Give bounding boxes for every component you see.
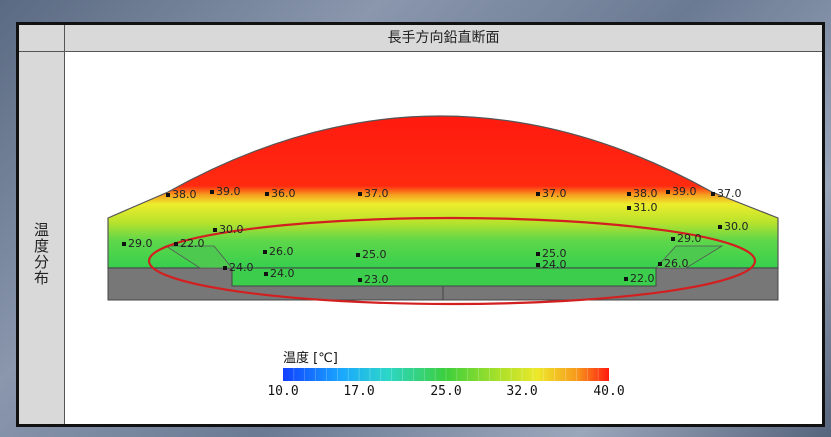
measurement-point: 38.0 — [166, 188, 197, 201]
point-marker — [356, 253, 360, 257]
point-marker — [536, 263, 540, 267]
measurement-point: 37.0 — [536, 187, 567, 200]
measurement-point: 39.0 — [210, 185, 241, 198]
point-label: 31.0 — [633, 201, 658, 214]
point-marker — [174, 242, 178, 246]
right-seating-stairs — [655, 245, 724, 269]
point-marker — [666, 190, 670, 194]
measurement-point: 26.0 — [658, 257, 689, 270]
header-corner-cell — [19, 25, 65, 51]
measurement-point: 30.0 — [718, 220, 749, 233]
point-marker — [627, 206, 631, 210]
floor-pit — [231, 267, 657, 287]
measurement-point: 24.0 — [223, 261, 254, 274]
point-marker — [536, 252, 540, 256]
point-label: 37.0 — [364, 187, 389, 200]
measurement-point: 25.0 — [356, 248, 387, 261]
measurement-point: 38.0 — [627, 187, 658, 200]
scale-tick-label: 17.0 — [343, 384, 374, 399]
color-scale-bar — [283, 368, 609, 381]
point-marker — [358, 278, 362, 282]
section-title: 長手方向鉛直断面 — [387, 30, 500, 46]
point-label: 25.0 — [542, 247, 567, 260]
point-marker — [265, 192, 269, 196]
measurement-point: 36.0 — [265, 187, 296, 200]
point-label: 23.0 — [364, 273, 389, 286]
point-label: 38.0 — [633, 187, 658, 200]
legend-title: 温度 [℃] — [283, 350, 338, 366]
point-label: 29.0 — [128, 237, 153, 250]
row-label: 温度分布 — [32, 222, 50, 286]
cross-section-fill — [107, 115, 779, 269]
side-column: 温度分布 — [19, 52, 65, 424]
measurement-point: 25.0 — [536, 247, 567, 260]
point-marker — [671, 237, 675, 241]
scale-tick-marks — [293, 368, 599, 381]
measurement-point: 26.0 — [263, 245, 294, 258]
measurement-point: 22.0 — [174, 237, 205, 250]
measurement-point: 30.0 — [213, 223, 244, 236]
point-label: 37.0 — [717, 187, 742, 200]
measurement-point: 29.0 — [671, 232, 702, 245]
point-label: 22.0 — [180, 237, 205, 250]
measurement-point: 29.0 — [122, 237, 153, 250]
left-seating-stairs — [164, 245, 233, 269]
point-label: 36.0 — [271, 187, 296, 200]
point-label: 22.0 — [630, 272, 655, 285]
point-label: 30.0 — [219, 223, 244, 236]
point-marker — [166, 193, 170, 197]
point-label: 26.0 — [269, 245, 294, 258]
measurement-points: 38.0 39.0 36.0 37.0 37.0 38.0 39.0 37.0 31.0 30.0… — [122, 185, 749, 286]
measurement-point: 31.0 — [627, 201, 658, 214]
highlight-ellipse — [147, 216, 757, 306]
measurement-point: 37.0 — [711, 187, 742, 200]
measurement-point: 22.0 — [624, 272, 655, 285]
point-marker — [213, 228, 217, 232]
point-marker — [536, 192, 540, 196]
scale-tick-label: 10.0 — [267, 384, 298, 399]
scale-tick-label: 40.0 — [593, 384, 624, 399]
point-label: 39.0 — [216, 185, 241, 198]
point-marker — [658, 262, 662, 266]
point-label: 29.0 — [677, 232, 702, 245]
point-marker — [711, 192, 715, 196]
point-marker — [263, 250, 267, 254]
point-label: 30.0 — [724, 220, 749, 233]
point-marker — [223, 266, 227, 270]
point-marker — [264, 272, 268, 276]
measurement-point: 39.0 — [666, 185, 697, 198]
point-marker — [358, 192, 362, 196]
point-marker — [627, 192, 631, 196]
point-marker — [718, 225, 722, 229]
measurement-point: 23.0 — [358, 273, 389, 286]
scale-tick-label: 25.0 — [430, 384, 461, 399]
point-label: 39.0 — [672, 185, 697, 198]
scale-labels: 10.0 17.0 25.0 32.0 40.0 — [267, 384, 624, 399]
point-label: 26.0 — [664, 257, 689, 270]
point-label: 24.0 — [229, 261, 254, 274]
point-label: 24.0 — [542, 258, 567, 271]
point-label: 24.0 — [270, 267, 295, 280]
measurement-point: 24.0 — [536, 258, 567, 271]
header-row: 長手方向鉛直断面 — [19, 25, 822, 52]
point-marker — [624, 277, 628, 281]
point-marker — [210, 190, 214, 194]
point-label: 38.0 — [172, 188, 197, 201]
measurement-point: 24.0 — [264, 267, 295, 280]
point-label: 25.0 — [362, 248, 387, 261]
measurement-point: 37.0 — [358, 187, 389, 200]
scale-tick-label: 32.0 — [506, 384, 537, 399]
point-marker — [122, 242, 126, 246]
point-label: 37.0 — [542, 187, 567, 200]
